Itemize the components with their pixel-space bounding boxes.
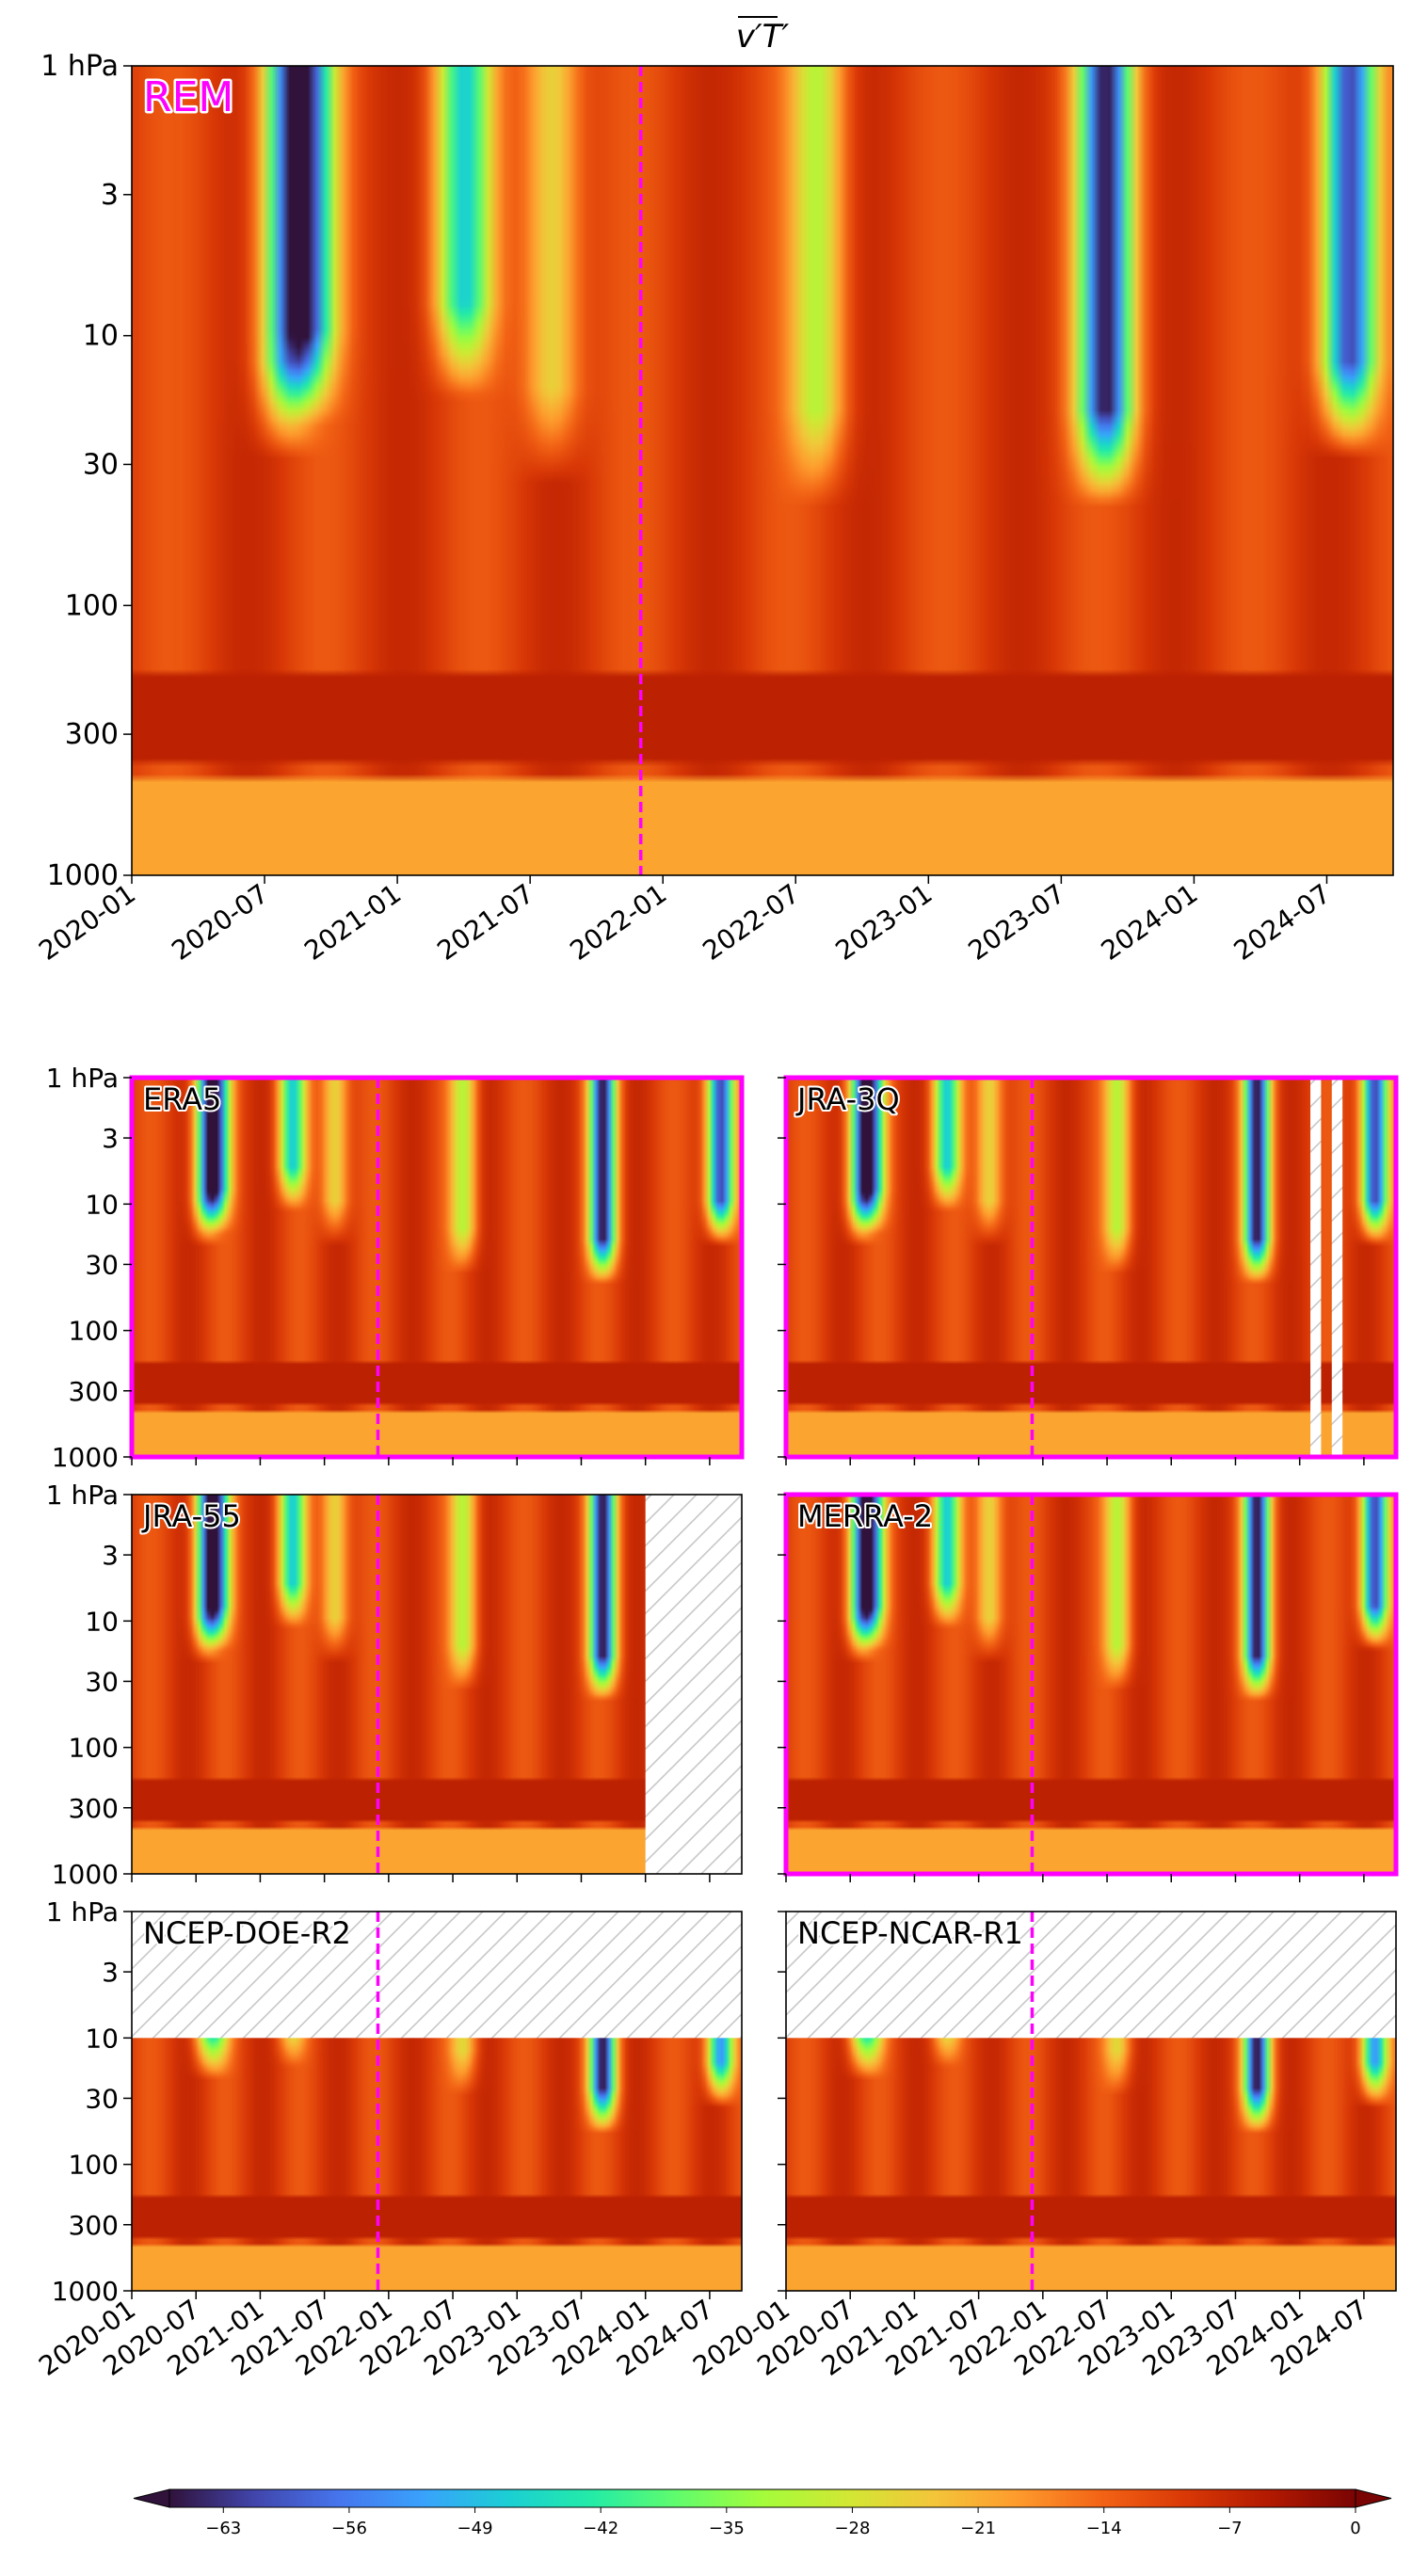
colorbar: −63 −56 −49 −42 −35 −28 −21 −14 −7 0	[133, 2488, 1392, 2538]
x-tick-label: 2020-07	[166, 878, 274, 967]
panel-label: NCEP-NCAR-R1	[797, 1915, 1023, 1951]
colorbar-extend-min	[133, 2488, 170, 2508]
y-tick-label: 1000	[52, 1442, 119, 1473]
panel-label: JRA-3Q	[795, 1081, 900, 1117]
colorbar-tick-label: −35	[709, 2519, 745, 2538]
colorbar-tick-label: −7	[1217, 2519, 1243, 2538]
figure-title-text: v′T′	[736, 18, 790, 56]
panel-frame	[785, 1911, 1397, 2292]
panel-label: REM	[143, 73, 233, 121]
panel-label: ERA5	[143, 1081, 221, 1117]
colorbar-tick-label: −42	[583, 2519, 618, 2538]
y-tick-label: 3	[102, 1957, 119, 1988]
panel-merra-2: MERRA-2	[778, 1492, 1399, 1882]
panel-frame	[783, 1492, 1399, 1877]
y-tick-label: 30	[85, 1666, 119, 1697]
y-tick-label: 100	[69, 1733, 119, 1764]
y-tick-label: 100	[65, 589, 119, 622]
y-tick-label: 3	[101, 179, 119, 212]
y-tick-label: 30	[83, 448, 119, 481]
heatmap-field-jra-3q	[786, 1078, 1396, 1457]
panel-label: NCEP-DOE-R2	[143, 1915, 351, 1951]
y-tick-label: 1 hPa	[46, 1480, 119, 1511]
figure-title: v′T′	[736, 16, 790, 56]
panel-ncep-doe-r2: 1 hPa3103010030010002020-012020-072021-0…	[33, 1896, 743, 2382]
colorbar-tick-label: −49	[457, 2519, 493, 2538]
y-tick-label: 10	[85, 1606, 119, 1637]
y-tick-label: 300	[69, 1793, 119, 1824]
y-tick-label: 1000	[52, 1859, 119, 1890]
y-tick-label: 10	[85, 2023, 119, 2054]
panel-frame	[131, 1911, 743, 2292]
panel-jra-3q: JRA-3Q	[778, 1075, 1399, 1465]
y-tick-label: 10	[85, 1189, 119, 1220]
x-tick-label: 2024-01	[1096, 878, 1204, 967]
heatmap-field-jra-55	[132, 1495, 742, 1874]
colorbar-tick-label: 0	[1350, 2519, 1360, 2538]
colorbar-tick-label: −28	[834, 2519, 870, 2538]
y-tick-label: 30	[85, 2083, 119, 2114]
x-tick-label: 2024-07	[1228, 878, 1337, 967]
panel-frame	[131, 1494, 743, 1875]
y-tick-label: 10	[83, 320, 119, 353]
x-tick-label: 2022-01	[564, 878, 672, 967]
panel-frame	[783, 1075, 1399, 1460]
y-tick-label: 100	[69, 1316, 119, 1347]
y-tick-label: 3	[102, 1123, 119, 1154]
panel-jra-55: 1 hPa 3 10 30 100 300 1000 JRA-55	[46, 1480, 743, 1890]
y-tick-label: 3	[102, 1540, 119, 1571]
heatmap-field-rem	[132, 66, 1393, 875]
panel-frame	[131, 65, 1394, 876]
y-tick-label: 100	[69, 2150, 119, 2181]
colorbar-gradient	[168, 2488, 1356, 2508]
y-tick-label: 1 hPa	[46, 1063, 119, 1094]
y-tick-label: 1 hPa	[46, 1896, 119, 1928]
y-tick-label: 1000	[47, 859, 119, 892]
heatmap-field-era5	[132, 1078, 742, 1457]
missing-data-region	[786, 1912, 1396, 2039]
y-tick-label: 1 hPa	[40, 50, 119, 83]
x-tick-label: 2023-01	[830, 878, 939, 967]
x-tick-label: 2021-07	[431, 878, 539, 967]
y-tick-label: 1000	[52, 2276, 119, 2307]
panel-ncep-ncar-r1: 2020-012020-072021-012021-072022-012022-…	[687, 1911, 1397, 2382]
colorbar-tick-label: −56	[331, 2519, 367, 2538]
panel-frame	[129, 1075, 745, 1460]
y-tick-label: 30	[85, 1249, 119, 1280]
colorbar-tick-label: −63	[205, 2519, 241, 2538]
panel-label: MERRA-2	[797, 1498, 933, 1534]
missing-data-region	[645, 1495, 742, 1874]
missing-data-region	[1310, 1078, 1322, 1457]
y-tick-label: 300	[69, 2210, 119, 2241]
x-tick-label: 2021-01	[298, 878, 407, 967]
heatmap-field-merra-2	[786, 1495, 1396, 1874]
y-tick-label: 300	[65, 718, 119, 751]
panel-era5: 1 hPa 3 10 30 100 300 1000 ERA5	[46, 1063, 745, 1473]
x-tick-label: 2023-07	[963, 878, 1071, 967]
colorbar-extend-max	[1355, 2488, 1392, 2508]
panel-label: JRA-55	[141, 1498, 241, 1534]
y-tick-label: 300	[69, 1376, 119, 1407]
missing-data-region	[132, 1912, 742, 2039]
colorbar-tick-label: −14	[1086, 2519, 1122, 2538]
missing-data-region	[1331, 1078, 1343, 1457]
x-tick-label: 2022-07	[698, 878, 806, 967]
colorbar-tick-label: −21	[960, 2519, 996, 2538]
